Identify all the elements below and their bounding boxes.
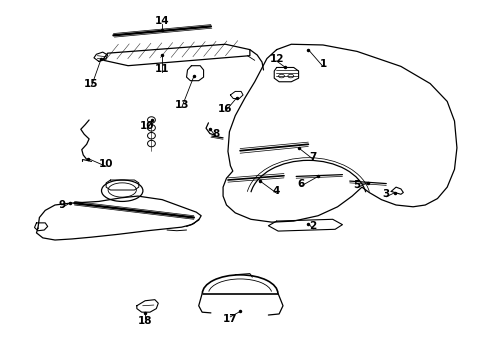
Text: 15: 15 bbox=[84, 78, 99, 89]
Text: 7: 7 bbox=[310, 152, 317, 162]
Text: 6: 6 bbox=[297, 179, 305, 189]
Text: 12: 12 bbox=[270, 54, 284, 64]
Text: 5: 5 bbox=[353, 180, 361, 190]
Text: 11: 11 bbox=[155, 64, 170, 74]
Text: 2: 2 bbox=[310, 221, 317, 231]
Text: 14: 14 bbox=[155, 16, 170, 26]
Text: 17: 17 bbox=[223, 314, 238, 324]
Text: 3: 3 bbox=[383, 189, 390, 199]
Text: 10: 10 bbox=[99, 159, 113, 169]
Text: 4: 4 bbox=[273, 186, 280, 196]
Text: 1: 1 bbox=[319, 59, 326, 69]
Text: 10: 10 bbox=[140, 121, 155, 131]
Text: 16: 16 bbox=[218, 104, 233, 113]
Text: 9: 9 bbox=[59, 200, 66, 210]
Text: 8: 8 bbox=[212, 129, 220, 139]
Text: 13: 13 bbox=[174, 100, 189, 110]
Text: 18: 18 bbox=[138, 316, 152, 326]
